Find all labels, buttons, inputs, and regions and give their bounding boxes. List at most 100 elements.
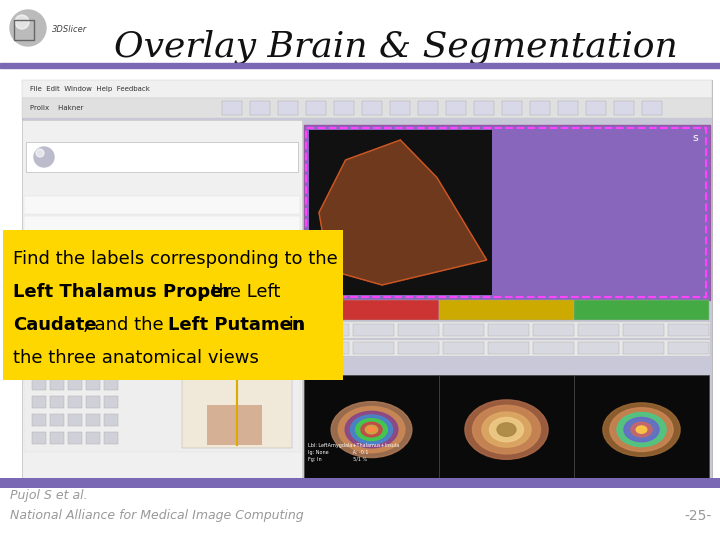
Bar <box>306 101 326 115</box>
Bar <box>614 101 634 115</box>
Bar <box>86 378 100 390</box>
Bar <box>27 312 45 328</box>
Bar <box>418 101 438 115</box>
Text: , the Left: , the Left <box>200 283 280 301</box>
Bar <box>398 342 439 354</box>
Bar <box>32 378 46 390</box>
Circle shape <box>10 10 46 46</box>
Bar <box>14 20 34 40</box>
Text: -25-: -25- <box>685 509 712 523</box>
Bar <box>446 101 466 115</box>
Ellipse shape <box>331 402 412 457</box>
Text: Left Putamen: Left Putamen <box>168 316 305 334</box>
Text: 3DSlicer: 3DSlicer <box>52 25 87 35</box>
Bar <box>623 324 664 336</box>
Circle shape <box>15 15 29 29</box>
Bar <box>24 239 300 257</box>
Bar <box>668 324 709 336</box>
Bar <box>533 342 574 354</box>
Bar <box>578 342 619 354</box>
Ellipse shape <box>465 400 548 460</box>
Text: Pujol S et al.: Pujol S et al. <box>10 489 88 503</box>
Bar <box>334 101 354 115</box>
Bar <box>574 300 709 320</box>
Ellipse shape <box>490 417 523 442</box>
Bar <box>443 342 484 354</box>
Bar <box>222 101 242 115</box>
Circle shape <box>34 147 54 167</box>
Bar <box>104 396 118 408</box>
Polygon shape <box>319 140 487 285</box>
Bar <box>530 101 550 115</box>
Ellipse shape <box>636 426 647 433</box>
Ellipse shape <box>338 407 405 453</box>
Text: ▲ Display: ▲ Display <box>30 222 63 228</box>
Bar <box>24 352 300 452</box>
Bar <box>181 312 199 328</box>
Ellipse shape <box>617 413 666 447</box>
Ellipse shape <box>345 411 398 448</box>
Bar <box>50 414 64 426</box>
Bar <box>50 378 64 390</box>
Bar <box>68 432 82 444</box>
Bar <box>304 322 710 338</box>
Bar <box>390 101 410 115</box>
Bar <box>24 216 300 234</box>
Bar <box>49 312 67 328</box>
Ellipse shape <box>631 422 652 437</box>
Bar <box>474 101 494 115</box>
Bar <box>50 432 64 444</box>
Bar <box>32 414 46 426</box>
Bar <box>308 342 349 354</box>
Text: Fg: In                     5/1 %: Fg: In 5/1 % <box>308 457 367 462</box>
Bar <box>24 291 300 309</box>
Bar <box>86 396 100 408</box>
Bar <box>115 312 133 328</box>
Ellipse shape <box>610 408 673 451</box>
Bar <box>623 342 664 354</box>
Text: Lbl: LeftAmygdala+Thalamus+Insula: Lbl: LeftAmygdala+Thalamus+Insula <box>308 443 400 448</box>
Bar <box>304 125 710 300</box>
Bar <box>488 342 529 354</box>
Bar <box>488 324 529 336</box>
Bar <box>93 312 111 328</box>
Text: ▲ Interpolate 3D-Slice: ▲ Interpolate 3D-Slice <box>30 372 107 378</box>
Bar <box>309 130 492 295</box>
Bar <box>443 324 484 336</box>
Text: 3DSlicer: 3DSlicer <box>60 152 104 162</box>
Ellipse shape <box>356 418 387 441</box>
Bar <box>502 101 522 115</box>
Bar <box>668 342 709 354</box>
Bar <box>304 340 710 356</box>
Bar <box>22 80 712 480</box>
Bar <box>71 312 89 328</box>
Bar <box>86 432 100 444</box>
Ellipse shape <box>624 417 659 442</box>
Text: Ig: None                A: -0.1: Ig: None A: -0.1 <box>308 450 369 455</box>
Bar <box>24 269 300 287</box>
Bar <box>68 378 82 390</box>
Bar <box>533 324 574 336</box>
Text: the three anatomical views: the three anatomical views <box>13 349 259 367</box>
Bar <box>0 63 720 68</box>
Bar <box>137 312 155 328</box>
Ellipse shape <box>368 427 375 432</box>
Bar <box>304 375 439 480</box>
Ellipse shape <box>603 403 680 456</box>
Text: ◉ Filtering F Filter: ◉ Filtering F Filter <box>30 275 92 281</box>
Ellipse shape <box>472 406 541 454</box>
Bar <box>353 342 394 354</box>
Bar <box>586 101 606 115</box>
Text: ▲ Interpolate 3D-Slices: ▲ Interpolate 3D-Slices <box>30 297 110 303</box>
Bar <box>182 363 292 448</box>
Bar <box>104 432 118 444</box>
Text: National Alliance for Medical Image Computing: National Alliance for Medical Image Comp… <box>10 510 304 523</box>
Text: Prolix    Hakner: Prolix Hakner <box>30 105 84 111</box>
Bar <box>308 324 349 336</box>
Text: A-Iter-Ctrl  14         label type: A-Iter-Ctrl 14 label type <box>30 202 132 208</box>
Bar <box>578 324 619 336</box>
Ellipse shape <box>361 422 382 437</box>
Bar <box>278 101 298 115</box>
Bar <box>104 414 118 426</box>
Bar <box>32 396 46 408</box>
